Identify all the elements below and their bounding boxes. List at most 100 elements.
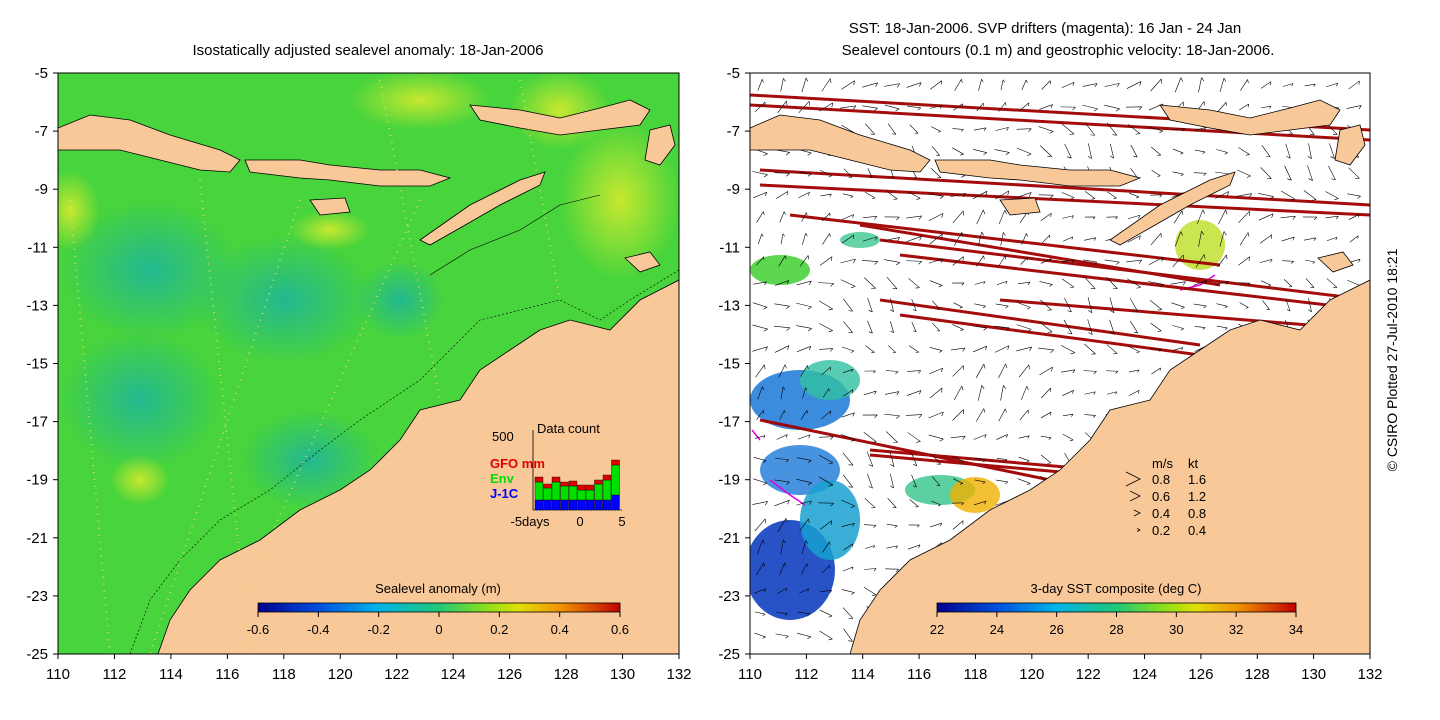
velocity-arrow (864, 123, 876, 135)
velocity-arrow (1060, 106, 1076, 111)
velocity-arrow (1194, 127, 1207, 131)
velocity-arrow (1109, 297, 1115, 313)
velocity-arrow (890, 473, 894, 489)
velocity-arrow (776, 191, 789, 199)
velocity-arrow (841, 523, 855, 527)
velocity-arrow (1060, 369, 1076, 374)
velocity-arrow (1127, 278, 1141, 289)
velocity-arrow (818, 436, 834, 440)
velocity-arrow (974, 479, 986, 484)
velocity-arrow (1148, 281, 1164, 288)
velocity-arrow (909, 124, 919, 134)
right-colorbar-title: 3-day SST composite (deg C) (1031, 581, 1202, 596)
velocity-arrow (976, 255, 985, 267)
velocity-arrow (1106, 216, 1118, 220)
velocity-arrow (978, 79, 984, 91)
x-tick-label: 130 (1301, 666, 1326, 683)
velocity-arrow (842, 452, 854, 466)
velocity-arrow (1061, 81, 1075, 89)
velocity-arrow (884, 413, 900, 419)
data-count-bar-segment (611, 459, 620, 466)
velocity-arrow (1000, 79, 1005, 91)
velocity-arrow (796, 478, 812, 486)
velocity-arrow (755, 562, 766, 576)
velocity-arrow (867, 168, 873, 178)
y-tick-label: -17 (718, 414, 740, 431)
left-map-area (58, 73, 679, 654)
y-tick-label: -5 (727, 65, 740, 82)
velocity-arrow (819, 455, 833, 465)
y-tick-label: -19 (26, 472, 48, 489)
data-count-bar-segment (602, 499, 612, 511)
velocity-arrow (1239, 103, 1250, 111)
velocity-arrow (820, 589, 833, 593)
data-count-bar-segment (594, 479, 603, 485)
velocity-arrow (1174, 231, 1183, 247)
y-tick-label: -9 (727, 181, 740, 198)
velocity-arrow (1326, 82, 1339, 88)
velocity-arrow (1062, 390, 1074, 396)
velocity-arrow (906, 260, 923, 265)
data-count-bar-segment (534, 476, 544, 483)
velocity-arrow (932, 146, 940, 156)
velocity-arrow (757, 386, 765, 400)
velocity-arrow (799, 588, 809, 594)
velocity-arrow (821, 212, 831, 222)
x-tick-label: 124 (1132, 666, 1157, 683)
velocity-arrow (1215, 191, 1230, 199)
left-map-title: Isostatically adjusted sealevel anomaly:… (192, 42, 544, 59)
x-tick-label: 114 (159, 666, 183, 683)
velocity-legend: m/s kt 0.8 1.6 0.6 1.2 0.4 0.8 0.2 0.4 (1125, 456, 1206, 538)
velocity-arrow (953, 103, 963, 111)
velocity-arrow (888, 345, 896, 353)
velocity-arrow (1039, 281, 1053, 287)
velocity-arrow (1149, 126, 1164, 134)
velocity-arrow (954, 79, 963, 91)
velocity-arrow (1258, 193, 1274, 200)
velocity-arrow (840, 105, 857, 110)
velocity-arrow (911, 322, 917, 333)
velocity-arrow (906, 236, 922, 242)
velocity-arrow (1280, 190, 1296, 201)
velocity-arrow (1285, 143, 1291, 159)
velocity-arrow (1126, 259, 1142, 264)
x-tick-label: 126 (497, 666, 522, 683)
velocity-arrow (890, 298, 894, 313)
velocity-arrow (800, 563, 809, 575)
velocity-arrow (1016, 192, 1032, 198)
velocity-arrow (907, 191, 921, 200)
y-tick-label: -17 (26, 414, 48, 431)
right-y-axis: -5 -7 -9 -11 -13 -15 -17 -19 -21 -23 -25 (718, 65, 750, 663)
velocity-arrow (840, 279, 856, 289)
velocity-arrow (974, 303, 986, 309)
velocity-arrow (1016, 147, 1032, 156)
velocity-arrow (798, 100, 810, 114)
y-tick-label: -25 (26, 646, 48, 663)
velocity-arrow (1348, 80, 1360, 90)
velocity-arrow (752, 501, 768, 506)
velocity-arrow (753, 281, 767, 286)
velocity-arrow (1238, 211, 1250, 223)
velocity-arrow (802, 387, 808, 399)
velocity-arrow (755, 364, 766, 378)
data-count-bar-segment (551, 499, 561, 511)
velocity-arrow (1326, 278, 1338, 288)
data-count-bar-segment (594, 499, 603, 511)
velocity-arrow (908, 524, 920, 528)
velocity-arrow (841, 234, 855, 244)
velocity-arrow (1216, 149, 1228, 155)
y-tick-label: -11 (27, 239, 48, 256)
velocity-arrow (884, 216, 900, 221)
velocity-arrow (752, 302, 768, 310)
velocity-arrow (911, 474, 917, 488)
x-tick-label: 132 (1357, 666, 1382, 683)
data-count-x-label: 5 (618, 514, 625, 529)
velocity-arrow (929, 387, 943, 399)
velocity-arrow (1104, 83, 1120, 88)
x-tick-label: 124 (441, 666, 466, 683)
velocity-arrow (796, 325, 812, 332)
velocity-arrow (1063, 319, 1073, 335)
colorbar-tick-label: 0.2 (490, 622, 508, 637)
x-tick-label: 118 (272, 666, 296, 683)
velocity-arrow (1305, 278, 1315, 288)
